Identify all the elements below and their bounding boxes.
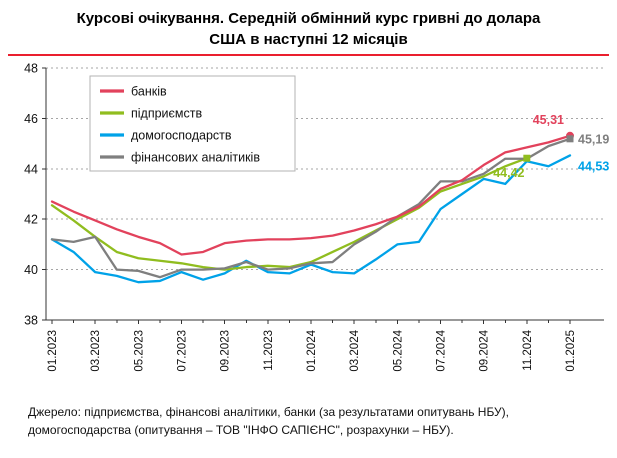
x-tick-label: 07.2023 <box>177 330 189 372</box>
legend-item-banks: банків <box>100 85 167 99</box>
series <box>50 134 572 284</box>
x-tick-label: 01.2024 <box>306 329 318 371</box>
chart-title: Курсові очікування. Середній обмінний ку… <box>76 10 541 48</box>
chart-svg: 38 40 42 44 46 48 01.2023 03.2023 05.2023 07.2023… <box>24 62 609 372</box>
y-tick-label: 44 <box>24 162 38 176</box>
series-line-households <box>50 154 572 284</box>
x-tick-label: 09.2024 <box>479 329 491 371</box>
x-tick-label: 05.2024 <box>392 329 404 371</box>
end-label-enterprises: 44,42 <box>493 166 524 180</box>
x-axis: 01.2023 03.2023 05.2023 07.2023 09.2023 11.20… <box>46 319 604 372</box>
source-note: Джерело: підприємства, фінансові аналіти… <box>28 403 601 439</box>
legend-label-households: домогосподарств <box>131 129 232 143</box>
title-divider <box>8 54 609 56</box>
x-tick-label: 07.2024 <box>436 329 448 371</box>
legend-label-enterprises: підприємств <box>131 107 202 121</box>
y-tick-label: 48 <box>24 62 38 76</box>
end-label-analysts: 45,19 <box>578 132 609 146</box>
x-tick-label: 05.2023 <box>133 330 145 372</box>
series-line-banks <box>50 134 572 256</box>
x-tick-label: 11.2024 <box>522 329 534 370</box>
legend-item-households: домогосподарств <box>100 129 232 143</box>
x-tick-label: 03.2024 <box>349 329 361 371</box>
legend-label-banks: банків <box>131 85 167 99</box>
y-tick-label: 42 <box>24 213 38 227</box>
x-tick-label: 01.2023 <box>47 330 59 372</box>
series-line-analysts <box>50 137 572 279</box>
x-tick-label: 01.2025 <box>565 330 577 372</box>
end-label-households: 44,53 <box>578 159 609 173</box>
end-markers <box>523 131 574 162</box>
x-tick-label: 03.2023 <box>90 330 102 372</box>
source-line-2: домогосподарства (опитування – ТОВ "ІНФО… <box>28 423 454 437</box>
y-tick-label: 38 <box>24 314 38 328</box>
x-tick-label: 11.2023 <box>263 330 275 371</box>
legend-label-analysts: фінансових аналітиків <box>131 151 260 165</box>
source-line-1: Джерело: підприємства, фінансові аналіти… <box>28 405 510 419</box>
end-label-banks: 45,31 <box>533 113 564 127</box>
end-marker-enterprises <box>523 154 531 162</box>
end-marker-analysts <box>566 135 574 143</box>
chart-area: 38 40 42 44 46 48 01.2023 03.2023 05.2023 07.2023… <box>0 58 617 393</box>
legend: банків підприємств домогосподарств фінансов… <box>89 75 296 172</box>
end-labels: 45,31 44,42 44,53 45,19 <box>493 113 609 180</box>
legend-item-enterprises: підприємств <box>100 107 202 121</box>
y-axis: 38 40 42 44 46 48 <box>24 62 47 328</box>
gridlines <box>46 67 604 271</box>
y-tick-label: 46 <box>24 112 38 126</box>
y-tick-label: 40 <box>24 263 38 277</box>
legend-item-analysts: фінансових аналітиків <box>100 151 260 165</box>
series-line-enterprises <box>50 157 528 271</box>
x-tick-label: 09.2023 <box>220 330 232 372</box>
